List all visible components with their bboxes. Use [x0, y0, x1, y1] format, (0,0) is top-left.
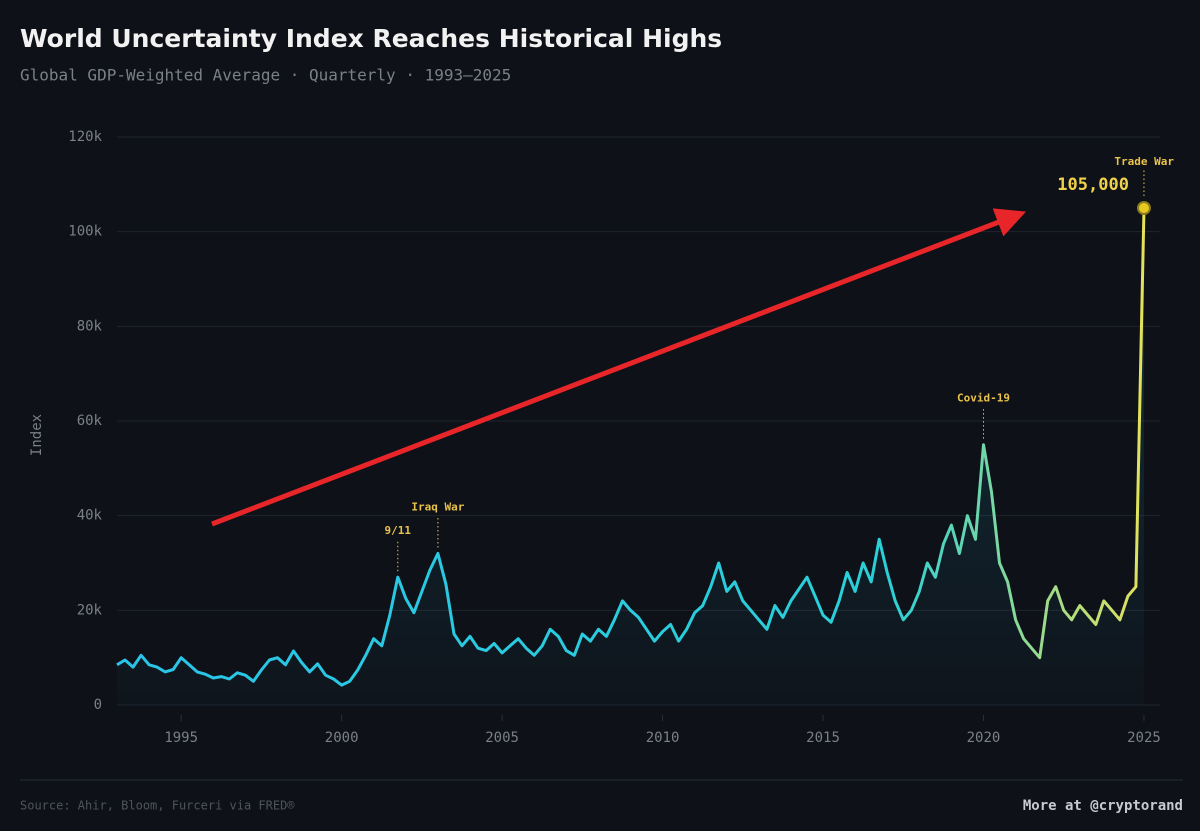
area: [117, 208, 1144, 705]
x-tick-label: 2010: [646, 730, 680, 746]
y-tick-label: 20k: [77, 602, 103, 618]
y-tick-label: 80k: [77, 318, 103, 334]
annotation: Iraq War: [411, 501, 464, 514]
trend-arrow: [211, 208, 1027, 527]
peak-label: 105,000: [1057, 175, 1129, 195]
annotation: Covid-19: [957, 392, 1010, 405]
y-axis-label: Index: [29, 414, 45, 456]
x-tick-label: 2000: [325, 730, 359, 746]
footer: More at @cryptorand: [1023, 798, 1183, 814]
plot: 0 20k 40k 60k 80k 100k 120k 1995 2000 2005 2010 201…: [68, 129, 1174, 746]
annotation: 9/11: [385, 524, 412, 537]
x-tick-label: 2025: [1127, 730, 1161, 746]
y-tick-label: 60k: [77, 413, 103, 429]
source: Source: Ahir, Bloom, Furceri via FRED®: [20, 799, 295, 813]
annotation: Trade War: [1114, 155, 1174, 168]
line: [116, 207, 1146, 687]
x-tick-label: 2020: [967, 730, 1001, 746]
subtitle: Global GDP-Weighted Average · Quarterly …: [20, 66, 511, 85]
y-tick-label: 100k: [68, 224, 102, 240]
y-tick-label: 120k: [68, 129, 102, 145]
x-tick-label: 1995: [164, 730, 198, 746]
y-tick-label: 0: [94, 697, 102, 713]
y-tick-label: 40k: [77, 508, 103, 524]
title: World Uncertainty Index Reaches Historic…: [20, 24, 722, 53]
x-tick-label: 2015: [806, 730, 840, 746]
peak-point: [1136, 201, 1151, 215]
x-tick-label: 2005: [485, 730, 519, 746]
